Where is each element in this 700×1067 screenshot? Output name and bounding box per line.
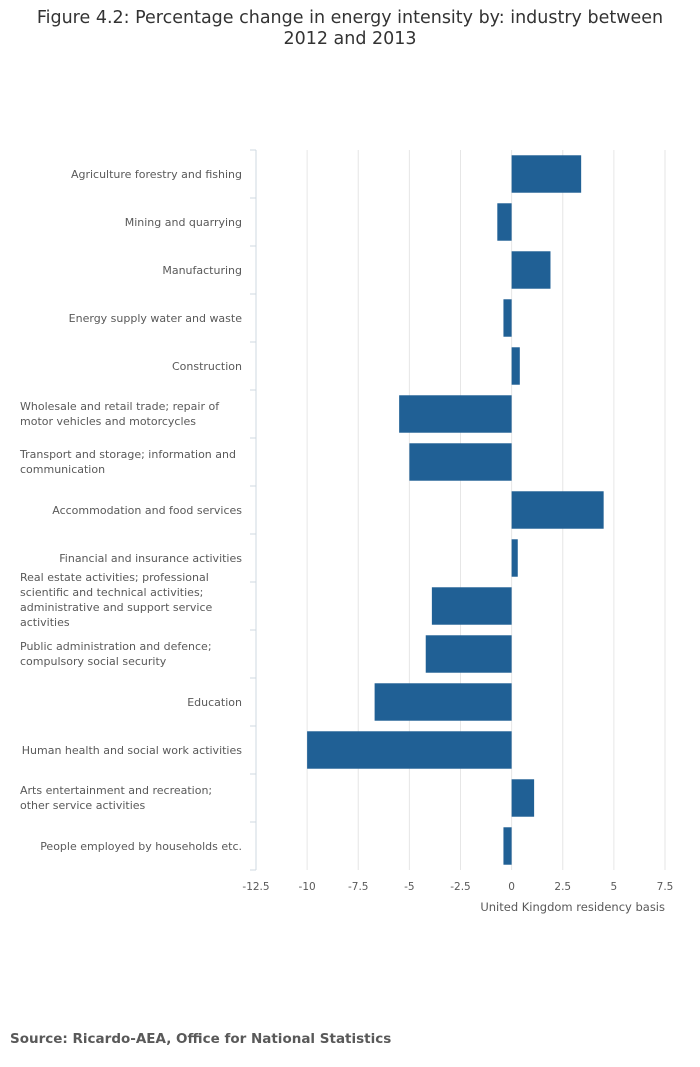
bar — [511, 779, 535, 817]
bar — [425, 635, 512, 673]
source-note: Source: Ricardo-AEA, Office for National… — [10, 1031, 392, 1047]
x-tick-label: -2.5 — [450, 881, 471, 893]
x-tick-label: 0 — [508, 881, 515, 893]
category-label: Arts entertainment and recreation; other… — [20, 784, 213, 812]
y-axis — [250, 149, 257, 871]
category-label: Transport and storage; information and c… — [20, 448, 236, 476]
bar — [503, 299, 512, 337]
bar — [511, 155, 582, 193]
x-tick-label: 7.5 — [657, 881, 674, 893]
category-label: Financial and insurance activities — [59, 551, 242, 565]
x-tick-label: -10 — [299, 881, 316, 893]
x-tick-label: -5 — [404, 881, 414, 893]
category-label: Wholesale and retail trade; repair of mo… — [20, 400, 220, 428]
x-tick-label: 5 — [611, 881, 618, 893]
category-label: Real estate activities; professional sci… — [20, 571, 213, 629]
bar — [503, 827, 512, 865]
x-tick-label: -12.5 — [242, 881, 269, 893]
bar — [431, 587, 512, 625]
bar — [511, 539, 518, 577]
category-label: Agriculture forestry and fishing — [70, 167, 242, 181]
bar — [497, 203, 512, 241]
category-label: Energy supply water and waste — [68, 311, 242, 325]
category-label: Accommodation and food services — [52, 503, 242, 517]
chart-title: Figure 4.2: Percentage change in energy … — [36, 8, 664, 49]
bar-chart: -12.5 -10 -7.5 -5 -2.5 0 2.5 5 7.5 United Kingdo… — [242, 149, 673, 914]
x-axis-title: United Kingdom residency basis — [480, 900, 665, 914]
category-label: Construction — [171, 359, 242, 373]
category-label: People employed by households etc. — [40, 839, 242, 853]
bar — [511, 347, 520, 385]
category-label: Mining and quarrying — [124, 215, 242, 229]
bar — [511, 251, 551, 289]
bar — [409, 443, 512, 481]
category-label: Education — [187, 695, 242, 709]
x-axis-ticks: -12.5 -10 -7.5 -5 -2.5 0 2.5 5 7.5 — [242, 881, 673, 893]
category-label: Human health and social work activities — [21, 743, 242, 757]
category-label: Manufacturing — [162, 263, 242, 277]
bar — [374, 683, 512, 721]
bar — [511, 491, 604, 529]
category-label: Public administration and defence; compu… — [20, 640, 212, 668]
x-tick-label: 2.5 — [554, 881, 571, 893]
bars — [307, 155, 604, 865]
bar — [307, 731, 512, 769]
x-tick-label: -7.5 — [348, 881, 369, 893]
bar — [399, 395, 512, 433]
